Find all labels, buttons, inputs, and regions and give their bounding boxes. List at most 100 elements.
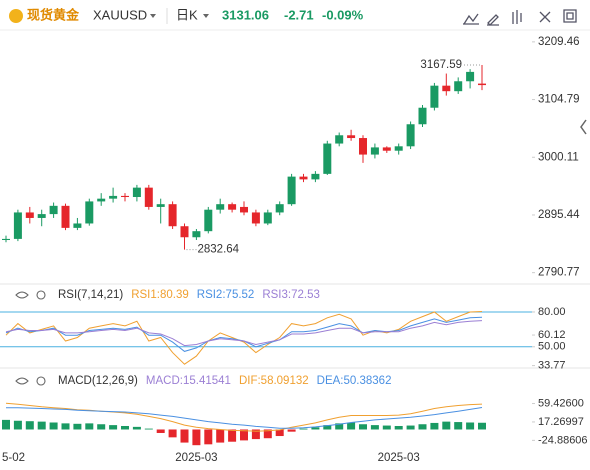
y-tick-label: 60.12 (538, 329, 566, 341)
rsi-line (5, 320, 483, 347)
macd-bar (168, 429, 177, 438)
collapse-button[interactable] (580, 119, 587, 135)
macd-bar (180, 429, 189, 443)
candle-body (311, 173, 320, 180)
macd-bar (251, 429, 260, 440)
macd-bar (418, 424, 427, 430)
macd-bar (121, 425, 129, 430)
x-tick-label: 5-02 (2, 452, 25, 464)
macd-bar (382, 425, 391, 430)
macd-bar (299, 428, 308, 430)
dropdown-icon[interactable] (150, 14, 156, 18)
gold-icon (9, 9, 23, 23)
macd-bar (287, 429, 296, 432)
macd-bar (61, 423, 70, 430)
macd-bar (73, 423, 82, 430)
legend-name: RSI1 (131, 289, 157, 301)
symbol-code[interactable]: XAUUSD (93, 7, 147, 22)
candle-body (61, 205, 70, 228)
candle-body (144, 187, 153, 207)
macd-bar (406, 425, 415, 430)
period[interactable]: 日K (176, 7, 198, 22)
macd-bar (97, 424, 106, 430)
macd-bar (109, 425, 118, 430)
macd-bar (156, 429, 165, 433)
candle-body (478, 83, 486, 86)
fullscreen-button[interactable] (539, 11, 551, 23)
candle-body (156, 204, 165, 207)
change-percent: -0.09% (322, 7, 364, 22)
candle-body (180, 226, 189, 238)
macd-bar (323, 425, 332, 430)
y-tick-label: 17.26997 (538, 416, 584, 428)
candle-body (323, 143, 332, 174)
candle-body (406, 124, 415, 147)
macd-bar (216, 429, 225, 443)
candle-body (97, 198, 106, 202)
y-tick-label: 3104.79 (538, 94, 580, 106)
candle-body (228, 204, 237, 210)
legend-sep: : (340, 375, 343, 387)
panel-icons (15, 290, 46, 386)
gear-icon[interactable] (36, 290, 46, 300)
legend-name: MACD (146, 375, 180, 387)
candle-body (394, 146, 403, 151)
legend-sep: : (180, 375, 183, 387)
macd-bar (204, 429, 213, 445)
candle-body (2, 238, 10, 241)
draw-button[interactable] (487, 14, 499, 26)
candle-body (454, 81, 463, 92)
change: -2.71 (284, 7, 314, 22)
candle-body (251, 212, 260, 224)
y-tick-label: 2790.77 (538, 267, 580, 279)
eye-icon[interactable] (15, 291, 29, 299)
candle-body (359, 138, 367, 155)
legend-value: 15.41541 (183, 375, 231, 387)
candle-body (121, 195, 129, 198)
legend-value: 58.09132 (261, 375, 309, 387)
candle-body (49, 205, 58, 215)
dropdown-icon[interactable] (203, 14, 209, 18)
macd-bar (359, 424, 367, 430)
macd-bar (370, 425, 379, 430)
macd-bar (25, 421, 34, 430)
candle-body (85, 201, 94, 224)
low-annotation: 2832.64 (198, 244, 240, 256)
x-tick-label: 2025-03 (175, 452, 217, 464)
macd-bar (347, 422, 356, 430)
panel-legend: MACD(12,26,9) MACD:15.41541 DIF:58.09132 DE… (58, 375, 391, 387)
macd-bar (478, 422, 486, 430)
macd-line (6, 407, 483, 429)
settings-button[interactable] (563, 9, 577, 23)
candle-body (442, 85, 451, 92)
legend-value: 50.38362 (344, 375, 392, 387)
macd-bar (275, 429, 284, 437)
macd-bar (192, 429, 201, 446)
eye-icon[interactable] (15, 377, 29, 385)
legend-sep: : (257, 375, 260, 387)
panel-title: RSI(7,14,21) (58, 289, 123, 301)
candle-body (109, 195, 118, 199)
macd-bar (144, 428, 153, 430)
y-tick-label: 80.00 (538, 306, 566, 318)
rsi-line (5, 311, 483, 365)
indicator-button[interactable] (463, 13, 479, 25)
legend-name: DIF (239, 375, 258, 387)
legend-value: 80.39 (160, 289, 189, 301)
candle-body (466, 71, 475, 82)
candle-body (37, 214, 46, 218)
panel-title: MACD(12,26,9) (58, 375, 138, 387)
candle-body (132, 187, 141, 198)
candle-body (275, 204, 284, 213)
y-tick-label: 59.42600 (538, 397, 584, 409)
candle-body (299, 176, 308, 180)
high-annotation: 3167.59 (420, 59, 462, 71)
legend-name: DEA (317, 375, 341, 387)
style-button[interactable] (512, 10, 522, 24)
candle-body (347, 135, 356, 139)
macd-bar (466, 422, 475, 430)
macd-bar (263, 429, 272, 439)
macd-bar (240, 429, 248, 441)
macd-bar (430, 422, 439, 430)
gear-icon[interactable] (36, 376, 46, 386)
